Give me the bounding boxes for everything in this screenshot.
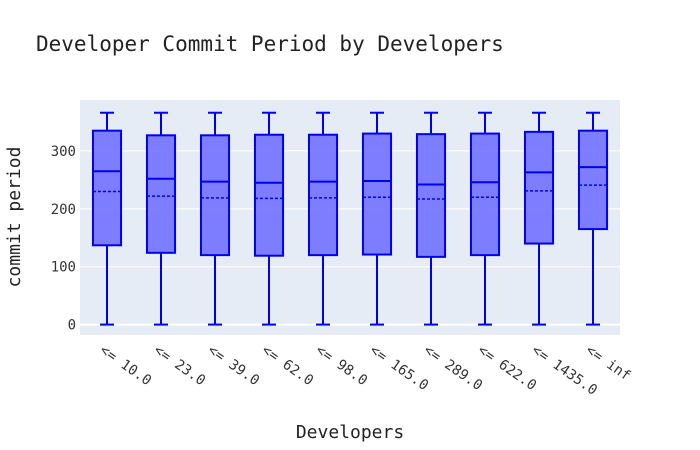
box-3 (253, 111, 285, 326)
x-tick-label: <= 289.0 (421, 342, 485, 394)
box-series (91, 111, 609, 326)
box-iqr (145, 134, 177, 254)
y-axis-title: commit period (4, 147, 25, 288)
x-tick-label: <= 39.0 (205, 342, 263, 389)
box-9 (577, 111, 609, 326)
y-tick-label: 0 (68, 318, 76, 334)
box-iqr (577, 129, 609, 231)
x-tick-label: <= 10.0 (97, 342, 155, 389)
box-5 (361, 111, 393, 326)
box-iqr (469, 132, 501, 257)
x-tick-label: <= 622.0 (475, 342, 539, 394)
x-tick-label: <= 165.0 (367, 342, 431, 394)
box-1 (145, 111, 177, 326)
box-2 (199, 111, 231, 326)
box-iqr (199, 134, 231, 257)
chart-title: Developer Commit Period by Developers (36, 32, 504, 56)
box-6 (415, 111, 447, 326)
box-iqr (523, 130, 555, 245)
box-4 (307, 111, 339, 326)
box-0 (91, 111, 123, 326)
x-tick-label: <= 98.0 (313, 342, 371, 389)
y-tick-label: 100 (51, 260, 76, 276)
y-axis-ticks: 0 100 200 300 (51, 144, 76, 334)
box-8 (523, 111, 555, 326)
x-axis-ticks: <= 10.0<= 23.0<= 39.0<= 62.0<= 98.0<= 16… (97, 342, 634, 399)
box-7 (469, 111, 501, 326)
box-iqr (307, 133, 339, 257)
box-iqr (253, 133, 285, 257)
box-iqr (361, 132, 393, 256)
box-iqr (91, 129, 123, 247)
box-iqr (415, 133, 447, 258)
x-tick-label: <= 62.0 (259, 342, 317, 389)
x-axis-title: Developers (296, 422, 404, 443)
y-tick-label: 300 (51, 144, 76, 160)
x-tick-label: <= 23.0 (151, 342, 209, 389)
y-tick-label: 200 (51, 202, 76, 218)
